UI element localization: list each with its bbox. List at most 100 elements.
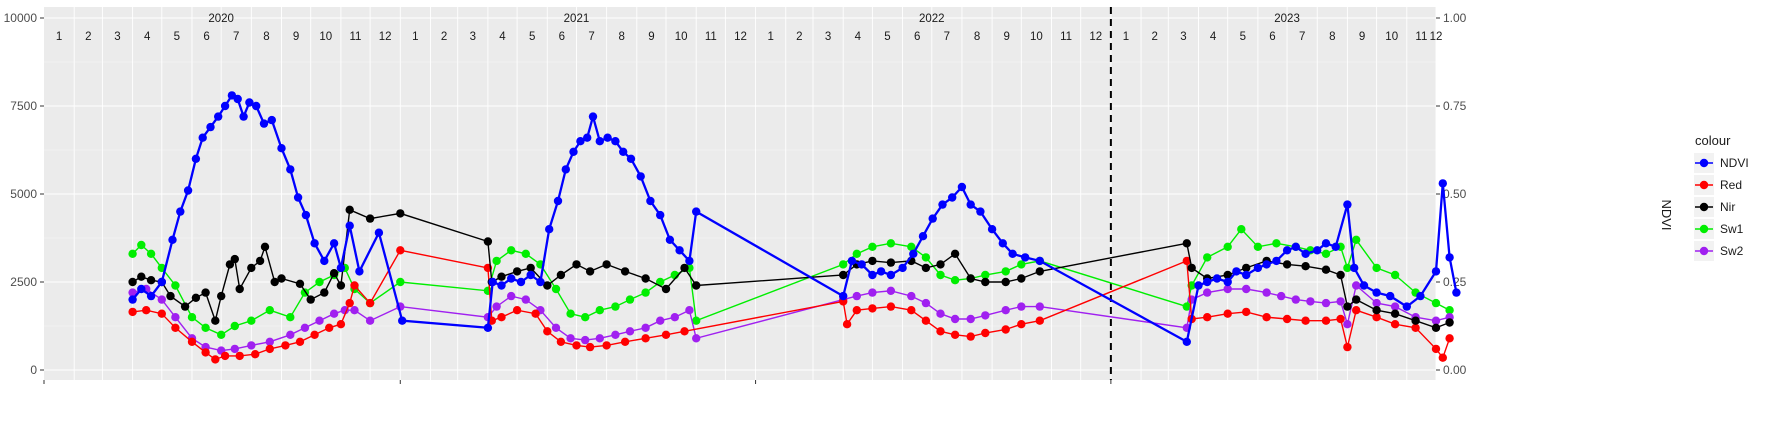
data-point-red (171, 323, 180, 332)
data-point-ndvi (576, 137, 585, 146)
legend-key-nir (1699, 202, 1709, 212)
data-point-nir (680, 263, 689, 273)
data-point-ndvi (987, 225, 997, 234)
data-point-ndvi (497, 281, 506, 290)
data-point-red (966, 332, 975, 341)
data-point-sw2 (1372, 298, 1381, 308)
data-point-sw1 (201, 323, 210, 332)
y2-tick-label: 1.00 (1443, 11, 1467, 25)
legend-title: colour (1695, 133, 1731, 148)
data-point-sw2 (566, 334, 575, 343)
month-label: 12 (734, 31, 747, 43)
data-point-nir (329, 269, 339, 278)
month-label: 7 (588, 31, 594, 43)
data-point-ndvi (1035, 256, 1045, 266)
data-point-nir (483, 237, 493, 246)
data-point-sw2 (1336, 297, 1345, 306)
month-labels: 1 2 3 4 5 6 7 8 9 10 11 12 1 2 3 4 5 6 7 8 9 10 11 12 1 2 3 4 5 6 7 8 9 1… (56, 31, 1443, 43)
data-point-ndvi (183, 186, 193, 195)
data-point-ndvi (320, 256, 329, 266)
y-tick-label: 7500 (10, 99, 37, 113)
data-point-ndvi (536, 277, 545, 287)
data-point-ndvi (876, 267, 886, 276)
data-point-sw2 (329, 309, 339, 318)
month-label: 8 (974, 31, 980, 43)
data-point-ndvi (336, 263, 346, 273)
legend-label-nir: Nir (1720, 200, 1735, 214)
legend: colour NDVI Red Nir Sw1 Sw2 (1694, 133, 1749, 261)
year-label: 2020 (208, 13, 234, 25)
data-point-red (512, 306, 522, 315)
data-point-red (1242, 307, 1251, 317)
x-axis (43, 380, 1112, 384)
data-point-sw2 (1223, 284, 1232, 294)
data-point-sw2 (1352, 281, 1361, 290)
month-label: 1 (56, 31, 62, 43)
data-point-sw2 (852, 291, 861, 301)
y-tick-label: 5000 (10, 187, 37, 201)
data-point-sw1 (265, 306, 274, 315)
y-tick-label: 10000 (4, 11, 38, 25)
data-point-sw2 (315, 316, 324, 325)
data-point-ndvi (839, 291, 848, 301)
data-point-ndvi (1386, 291, 1395, 301)
month-label: 3 (1180, 31, 1186, 43)
data-point-ndvi (1313, 246, 1322, 255)
data-point-sw2 (868, 288, 877, 297)
legend-key-sw1 (1699, 224, 1709, 234)
month-label: 8 (1329, 31, 1335, 43)
data-point-red (1445, 334, 1454, 343)
month-label: 9 (1359, 31, 1365, 43)
data-point-nir (950, 249, 960, 258)
data-point-ndvi (1359, 281, 1369, 290)
data-point-sw1 (1372, 263, 1381, 273)
data-point-red (1352, 306, 1361, 315)
data-point-ndvi (626, 154, 636, 163)
y2-tick-label: 0.50 (1443, 187, 1467, 201)
data-point-ndvi (595, 137, 604, 146)
month-label: 6 (1269, 31, 1275, 43)
data-point-red (1372, 313, 1381, 322)
data-point-ndvi (569, 147, 578, 156)
data-point-sw1 (396, 277, 405, 287)
month-label: 3 (114, 31, 120, 43)
data-point-ndvi (245, 98, 254, 107)
month-label: 6 (914, 31, 920, 43)
series-ndvi (128, 91, 1461, 346)
legend-label-red: Red (1720, 178, 1742, 192)
data-point-nir (1431, 323, 1441, 332)
data-point-sw1 (868, 242, 877, 251)
month-label: 4 (855, 31, 862, 43)
y2-tick-label: 0.00 (1443, 363, 1467, 377)
data-point-sw1 (1203, 253, 1212, 262)
data-point-ndvi (1212, 274, 1222, 283)
data-point-ndvi (588, 112, 598, 121)
data-point-ndvi (868, 270, 877, 280)
data-point-sw1 (656, 277, 665, 287)
data-point-sw1 (1431, 298, 1441, 308)
data-point-nir (146, 276, 156, 285)
data-point-sw2 (656, 316, 665, 325)
data-point-sw1 (146, 249, 156, 258)
data-point-sw2 (595, 334, 604, 343)
data-point-red (1203, 313, 1212, 322)
series-sw2 (128, 281, 1454, 355)
data-point-red (1035, 316, 1045, 325)
month-label: 3 (470, 31, 476, 43)
data-point-red (211, 355, 220, 364)
data-point-sw2 (981, 311, 990, 320)
data-point-nir (839, 270, 848, 280)
data-point-sw2 (286, 330, 295, 339)
y-axis-right: 0.000.250.500.751.00 (1436, 11, 1467, 377)
data-point-sw1 (936, 270, 945, 280)
data-point-nir (526, 263, 535, 273)
data-point-sw2 (350, 306, 359, 315)
data-point-ndvi (1331, 242, 1340, 251)
data-point-sw2 (581, 335, 590, 345)
series-nir (128, 205, 1454, 332)
data-point-ndvi (656, 210, 665, 220)
year-labels: 2020 2021 2022 2023 (208, 13, 1299, 25)
data-point-ndvi (483, 323, 493, 332)
data-point-sw1 (1223, 242, 1232, 251)
data-point-nir (921, 263, 931, 273)
